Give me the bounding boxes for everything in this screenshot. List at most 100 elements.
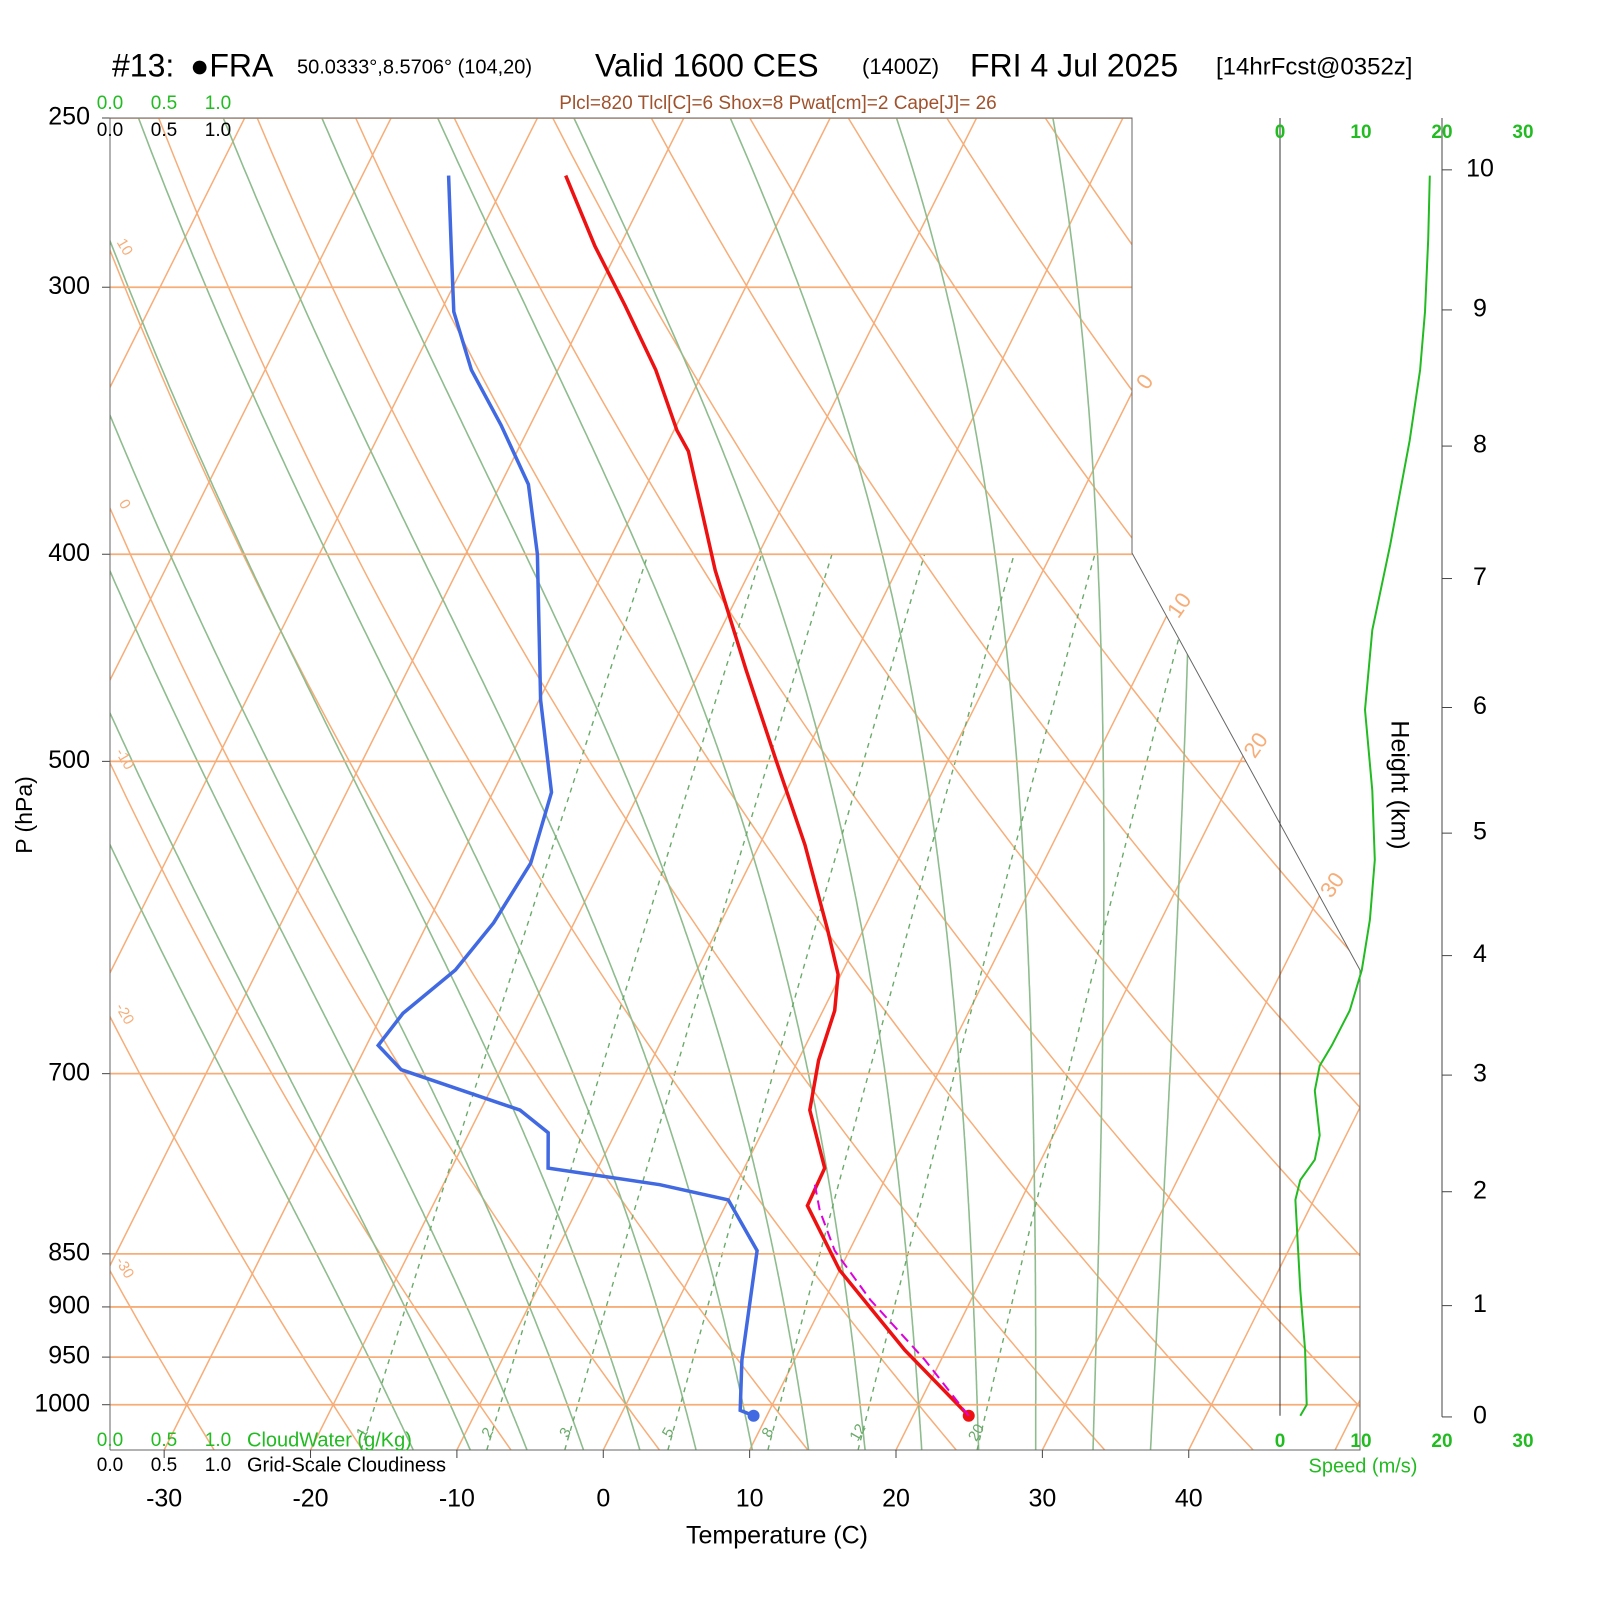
mixing-ratio-line: [857, 554, 1096, 1450]
dry-adiabat: [256, 118, 1106, 1450]
dry-adiabat: [355, 118, 1254, 1450]
dry-adiabat: [110, 118, 512, 1450]
y2-tick-label: 10: [1466, 154, 1494, 182]
x-tick-label: -10: [439, 1485, 475, 1513]
wind-speed-line: [1294, 175, 1431, 1417]
x-axis-label: Temperature (C): [686, 1522, 868, 1550]
cloud-tick-label: 0.0: [97, 1430, 123, 1451]
y-tick-label: 500: [48, 746, 90, 774]
speed-tick-label: 10: [1350, 1431, 1371, 1452]
title-part: ●FRA: [190, 47, 274, 83]
isotherm: [163, 118, 831, 1450]
speed-tick-label: 0: [1275, 122, 1286, 143]
mixing-ratio-line: [486, 553, 763, 1450]
y-tick-label: 700: [48, 1058, 90, 1086]
speed-label: Speed (m/s): [1309, 1455, 1418, 1477]
y2-tick-label: 5: [1473, 818, 1487, 846]
title-part: [14hrFcst@0352z]: [1216, 53, 1412, 80]
x-tick-label: 10: [736, 1485, 764, 1513]
x-tick-label: 40: [1175, 1485, 1203, 1513]
dry-adiabat: [749, 118, 1360, 1450]
isotherm: [110, 118, 539, 1450]
dry-adiabat: [650, 118, 1360, 1450]
moist-adiabat: [110, 118, 641, 1450]
moist-adiabat: [110, 118, 414, 1450]
title-part: 50.0333°,8.5706° (104,20): [297, 56, 532, 78]
x-tick-label: -30: [146, 1485, 182, 1513]
dry-adiabat: [110, 118, 364, 1450]
y-tick-label: 1000: [34, 1389, 90, 1417]
dry-adiabat: [110, 118, 809, 1450]
y2-tick-label: 2: [1473, 1176, 1487, 1204]
title-part: (1400Z): [862, 54, 939, 79]
mixing-ratio-line: [976, 554, 1202, 1450]
y2-tick-label: 3: [1473, 1060, 1487, 1088]
y2-tick-label: 1: [1473, 1290, 1487, 1318]
y2-tick-label: 8: [1473, 431, 1487, 459]
mixing-ratio-line: [564, 553, 833, 1450]
moist-adiabat: [1052, 118, 1105, 1450]
mixing-ratio-line: [767, 554, 1015, 1450]
speed-tick-label: 10: [1350, 122, 1371, 143]
y2-tick-label: 4: [1473, 940, 1487, 968]
moist-adiabat: [895, 118, 1037, 1450]
y-axis-label: P (hPa): [11, 776, 37, 854]
dry-adiabat: [110, 118, 215, 1450]
profile-line: [375, 175, 759, 1418]
moist-adiabat: [110, 118, 528, 1450]
y2-tick-label: 9: [1473, 295, 1487, 323]
cloud-tick-label: 1.0: [205, 120, 231, 141]
isotherm: [1188, 118, 1360, 1450]
moist-adiabat: [110, 118, 472, 1450]
speed-tick-label: 0: [1275, 1431, 1286, 1452]
moist-adiabat: [110, 118, 585, 1450]
cloud-tick-label: 0.0: [97, 93, 123, 114]
isotherm: [456, 118, 1124, 1450]
cloud-tick-label: 0.5: [151, 1430, 177, 1451]
isotherm: [110, 118, 685, 1450]
mixing-ratio-line: [360, 553, 649, 1450]
cloud-tick-label: 0.5: [151, 120, 177, 141]
isotherm: [895, 118, 1360, 1450]
y-tick-label: 950: [48, 1342, 90, 1370]
y2-tick-label: 7: [1473, 563, 1487, 591]
speed-tick-label: 20: [1431, 122, 1452, 143]
dry-adiabat: [158, 118, 957, 1450]
cloud-tick-label: 1.0: [205, 1455, 231, 1476]
title-part: Valid 1600 CES: [595, 47, 819, 83]
plot-frame: [109, 117, 1361, 1451]
isotherm: [309, 118, 978, 1450]
moist-adiabat: [321, 118, 810, 1450]
moist-adiabat: [137, 118, 697, 1450]
cloud-tick-label: 1.0: [205, 1430, 231, 1451]
cloud-tick-label: 0.5: [151, 1455, 177, 1476]
y-tick-label: 250: [48, 103, 90, 131]
x-tick-label: 0: [596, 1485, 610, 1513]
moist-adiabat: [222, 118, 754, 1450]
dry-adiabat-label: 10: [113, 236, 136, 259]
y-tick-label: 900: [48, 1292, 90, 1320]
isotherm: [110, 118, 392, 1450]
moist-adiabat: [729, 118, 980, 1450]
cloud-tick-label: 1.0: [205, 93, 231, 114]
y2-axis-label: Height (km): [1385, 720, 1413, 849]
x-tick-label: -20: [292, 1485, 328, 1513]
mixing-ratio-label: 12: [846, 1421, 869, 1444]
isotherm: [110, 118, 246, 1450]
dry-adiabat: [453, 118, 1360, 1450]
mixing-ratio-label: 20: [965, 1421, 988, 1444]
y2-tick-label: 0: [1473, 1402, 1487, 1430]
cloud-scale-label: Grid-Scale Cloudiness: [247, 1454, 446, 1476]
subtitle: Plcl=820 Tlcl[C]=6 Shox=8 Pwat[cm]=2 Cap…: [559, 93, 996, 114]
isotherm: [1041, 118, 1360, 1450]
x-tick-label: 30: [1028, 1485, 1056, 1513]
mixing-ratio-line: [667, 554, 926, 1450]
surface-marker: [747, 1409, 760, 1422]
speed-tick-label: 30: [1512, 122, 1533, 143]
moist-adiabat: [573, 118, 923, 1450]
cloud-tick-label: 0.0: [97, 120, 123, 141]
speed-tick-label: 20: [1431, 1431, 1452, 1452]
